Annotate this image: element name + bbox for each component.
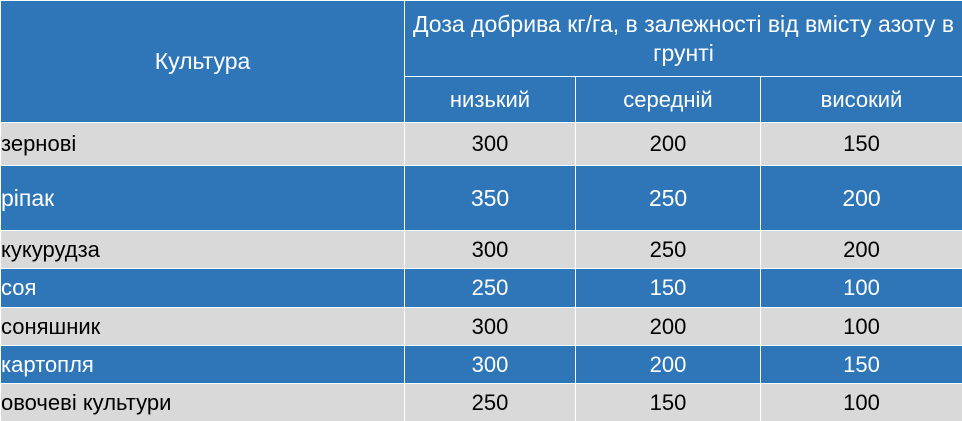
cell-dose-low: 250 [404, 383, 576, 421]
cell-dose-high: 150 [759, 122, 962, 166]
cell-dose-high: 200 [759, 165, 962, 231]
cell-dose-mid: 150 [575, 268, 761, 308]
cell-culture-name: зернові [0, 122, 405, 166]
table-row: картопля 300 200 150 [0, 345, 962, 384]
cell-culture-name: овочеві культури [0, 383, 405, 421]
cell-dose-low: 300 [404, 122, 576, 166]
cell-culture-name: соняшник [0, 307, 405, 346]
table-header: Культура Доза добрива кг/га, в залежност… [0, 0, 962, 123]
cell-dose-mid: 200 [575, 345, 761, 384]
column-header-level-high: високий [759, 76, 962, 123]
cell-dose-high: 150 [759, 345, 962, 384]
table-row: ріпак 350 250 200 [0, 165, 962, 231]
cell-dose-low: 300 [404, 230, 576, 269]
column-header-dose-group: Доза добрива кг/га, в залежності від вмі… [403, 0, 962, 77]
cell-culture-name: соя [0, 268, 405, 308]
cell-dose-low: 350 [404, 165, 576, 231]
column-header-culture: Культура [0, 0, 405, 123]
table-body: зернові 300 200 150 ріпак 350 250 200 ку… [0, 122, 962, 421]
column-header-level-low: низький [404, 76, 576, 123]
cell-dose-mid: 200 [575, 307, 761, 346]
table-row: кукурудза 300 250 200 [0, 230, 962, 269]
cell-dose-high: 100 [759, 383, 962, 421]
table-row: зернові 300 200 150 [0, 122, 962, 166]
cell-dose-low: 250 [404, 268, 576, 308]
table-row: соя 250 150 100 [0, 268, 962, 308]
cell-dose-high: 100 [759, 307, 962, 346]
table-row: соняшник 300 200 100 [0, 307, 962, 346]
cell-dose-mid: 250 [575, 165, 761, 231]
column-header-level-mid: середній [575, 76, 761, 123]
header-row-main: Культура Доза добрива кг/га, в залежност… [0, 0, 962, 123]
cell-culture-name: картопля [0, 345, 405, 384]
cell-dose-low: 300 [404, 345, 576, 384]
cell-culture-name: кукурудза [0, 230, 405, 269]
cell-dose-low: 300 [404, 307, 576, 346]
cell-dose-mid: 200 [575, 122, 761, 166]
header-row-sub: низький середній високий [1, 76, 962, 123]
cell-culture-name: ріпак [0, 165, 405, 231]
cell-dose-high: 200 [759, 230, 962, 269]
cell-dose-mid: 250 [575, 230, 761, 269]
cell-dose-high: 100 [759, 268, 962, 308]
table-row: овочеві культури 250 150 100 [0, 383, 962, 421]
cell-dose-mid: 150 [575, 383, 761, 421]
